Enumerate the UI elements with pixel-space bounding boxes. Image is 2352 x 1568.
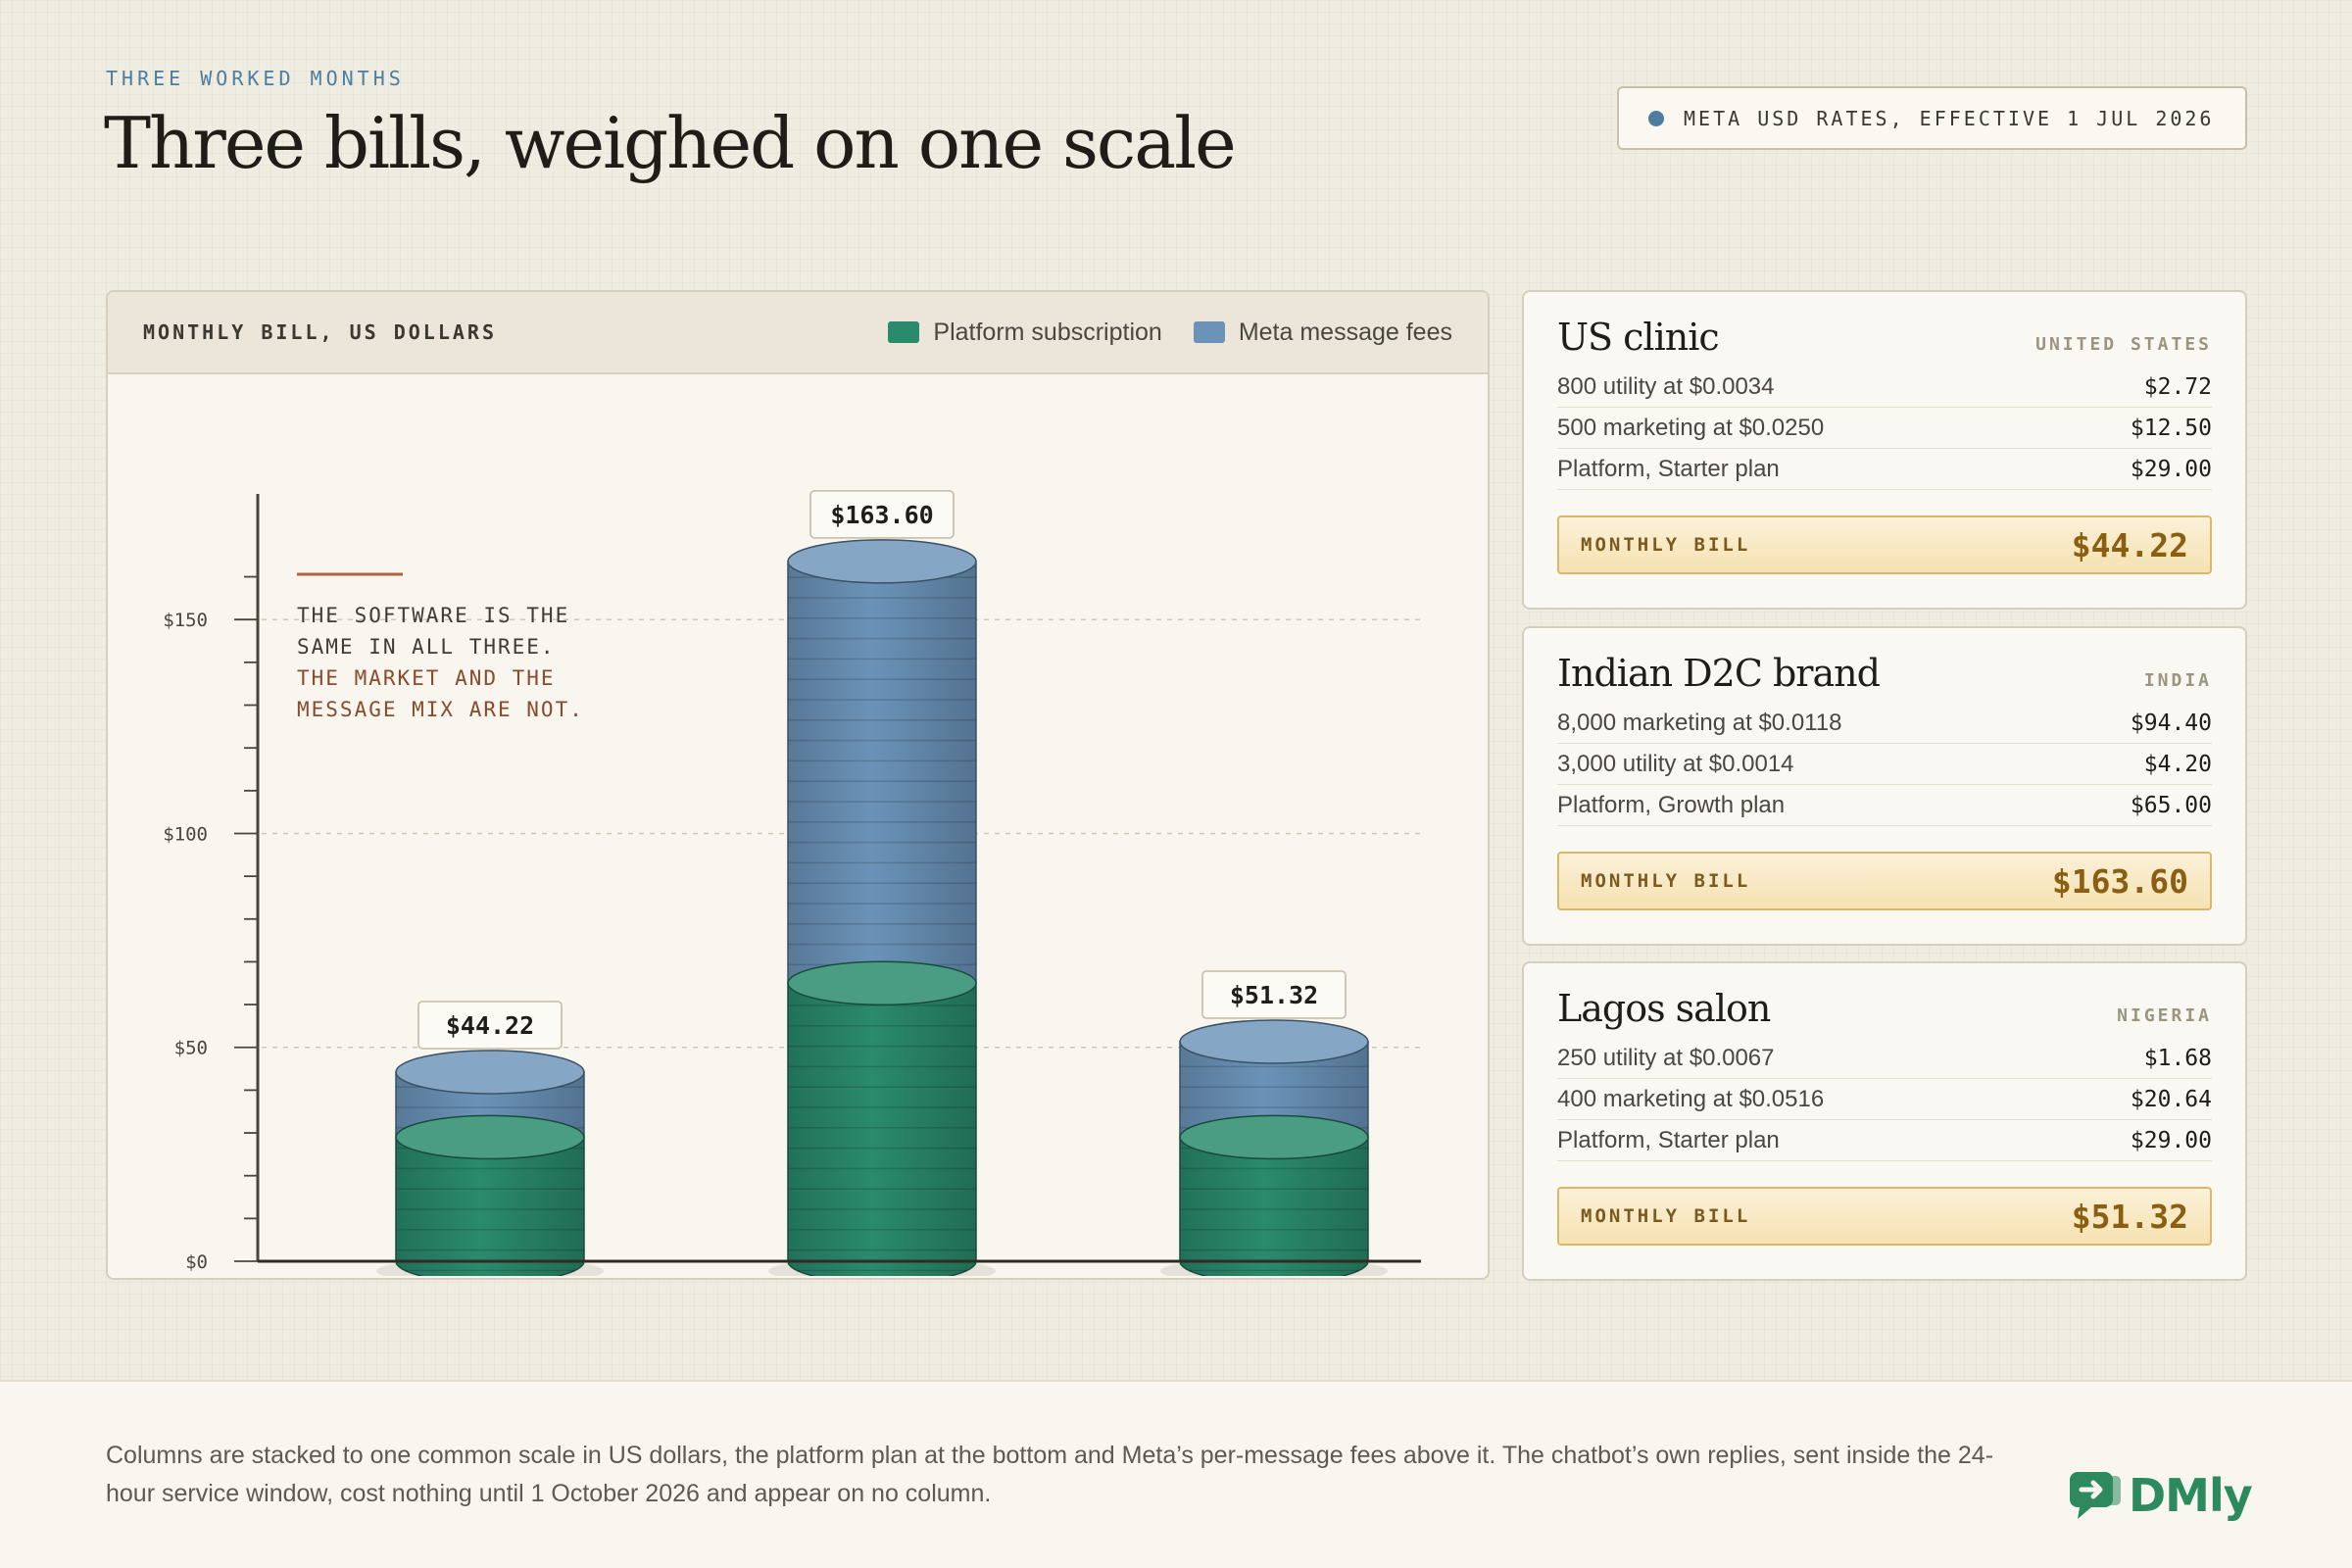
brand-logo: DMly	[2066, 1468, 2253, 1523]
y-tick-label: $150	[163, 610, 208, 631]
bill-name: Lagos salon	[1557, 987, 1771, 1030]
bill-card-header: Lagos salon NIGERIA	[1557, 987, 2212, 1030]
bar-cap	[787, 539, 977, 584]
annotation-line: MESSAGE MIX ARE NOT.	[297, 698, 584, 721]
status-dot-icon	[1648, 110, 1664, 126]
chat-bubble-icon	[2070, 1472, 2121, 1519]
total-label-box	[1201, 970, 1347, 1019]
bar-segment-seam	[787, 960, 977, 1006]
monthly-bill-total: MONTHLY BILL $44.22	[1557, 515, 2212, 574]
bill-line-item: 3,000 utility at $0.0014 $4.20	[1557, 744, 2212, 785]
bill-line-amount: $94.40	[2130, 710, 2212, 736]
bar-segment-seam	[395, 1114, 585, 1160]
bill-line-label: 250 utility at $0.0067	[1557, 1044, 1775, 1071]
bar-group-1: $44.22US clinicOPERATIONS-LED	[376, 1001, 604, 1276]
bill-line-amount: $2.72	[2143, 373, 2212, 400]
bill-line-label: 400 marketing at $0.0516	[1557, 1085, 1825, 1112]
y-tick-label: $50	[174, 1038, 208, 1059]
bill-line-amount: $20.64	[2130, 1086, 2212, 1112]
bill-line-amount: $4.20	[2143, 751, 2212, 777]
stacked-bar-chart: $0 $50 $100 $150 THE SOFTWARE IS THE SAME IN …	[163, 489, 1421, 1276]
total-label: $51.32	[1230, 981, 1318, 1009]
bill-line-item: Platform, Starter plan $29.00	[1557, 1120, 2212, 1161]
annotation-line: SAME IN ALL THREE.	[297, 635, 556, 659]
bill-line-label: Platform, Growth plan	[1557, 791, 1786, 818]
bill-line-amount: $1.68	[2143, 1045, 2212, 1071]
bill-country: NIGERIA	[2117, 1005, 2212, 1026]
page-title: Three bills, weighed on one scale	[104, 102, 1237, 184]
bill-line-item: 250 utility at $0.0067 $1.68	[1557, 1038, 2212, 1079]
chart-legend: Platform subscription Meta message fees	[857, 318, 1452, 347]
bill-line-amount: $29.00	[2130, 1127, 2212, 1153]
total-label: $163.60	[830, 501, 933, 529]
bill-card: Lagos salon NIGERIA 250 utility at $0.0067…	[1522, 961, 2247, 1281]
bill-line-item: 400 marketing at $0.0516 $20.64	[1557, 1079, 2212, 1120]
rates-badge: META USD RATES, EFFECTIVE 1 JUL 2026	[1617, 86, 2247, 150]
monthly-bill-amount: $51.32	[2071, 1197, 2188, 1236]
bill-card: Indian D2C brand INDIA 8,000 marketing at …	[1522, 626, 2247, 946]
bill-line-label: 800 utility at $0.0034	[1557, 372, 1775, 400]
bar-segment-platform-hatch	[396, 1137, 584, 1276]
monthly-bill-total: MONTHLY BILL $51.32	[1557, 1187, 2212, 1246]
page-kicker: THREE WORKED MONTHS	[106, 67, 405, 90]
rates-badge-label: META USD RATES, EFFECTIVE 1 JUL 2026	[1684, 106, 2215, 130]
bill-name: US clinic	[1557, 316, 1720, 359]
bill-line-item: 800 utility at $0.0034 $2.72	[1557, 367, 2212, 408]
monthly-bill-label: MONTHLY BILL	[1581, 870, 1751, 892]
bill-line-label: Platform, Starter plan	[1557, 1126, 1780, 1153]
legend-label-platform: Platform subscription	[933, 318, 1162, 346]
chart-header-label: MONTHLY BILL, US DOLLARS	[143, 320, 497, 344]
legend-item-meta: Meta message fees	[1193, 318, 1452, 347]
brand-name: DMly	[2129, 1469, 2253, 1522]
bill-line-item: Platform, Starter plan $29.00	[1557, 449, 2212, 490]
monthly-bill-label: MONTHLY BILL	[1581, 534, 1751, 556]
bill-line-label: 8,000 marketing at $0.0118	[1557, 709, 1842, 736]
legend-swatch-meta	[1193, 321, 1225, 343]
bill-name: Indian D2C brand	[1557, 652, 1881, 695]
bar-cap	[395, 1050, 585, 1095]
page-footer: Columns are stacked to one common scale …	[0, 1380, 2352, 1568]
total-label: $44.22	[446, 1011, 534, 1040]
bill-line-label: 500 marketing at $0.0250	[1557, 414, 1825, 441]
y-tick-label: $0	[185, 1251, 208, 1273]
bill-line-label: Platform, Starter plan	[1557, 455, 1780, 482]
bar-segment-platform-hatch	[788, 983, 976, 1276]
bill-line-amount: $12.50	[2130, 415, 2212, 441]
chart-header: MONTHLY BILL, US DOLLARS Platform subscr…	[108, 292, 1488, 374]
legend-swatch-platform	[888, 321, 920, 343]
bill-country: UNITED STATES	[2035, 334, 2212, 355]
bill-card-header: Indian D2C brand INDIA	[1557, 652, 2212, 695]
bill-country: INDIA	[2143, 670, 2212, 691]
legend-item-platform: Platform subscription	[888, 318, 1162, 347]
bar-segment-platform-hatch	[1180, 1137, 1368, 1276]
bill-line-label: 3,000 utility at $0.0014	[1557, 750, 1794, 777]
bar-group-2: $163.60Indian D2C brandCAMPAIGN-LED	[768, 489, 996, 1276]
monthly-bill-total: MONTHLY BILL $163.60	[1557, 852, 2212, 910]
monthly-bill-amount: $163.60	[2051, 861, 2188, 901]
bill-card-header: US clinic UNITED STATES	[1557, 316, 2212, 359]
bar-cap	[1179, 1019, 1369, 1064]
y-tick-label: $100	[163, 823, 208, 845]
bill-line-item: 8,000 marketing at $0.0118 $94.40	[1557, 703, 2212, 744]
monthly-bill-amount: $44.22	[2071, 525, 2188, 564]
bar-segment-seam	[1179, 1114, 1369, 1160]
annotation-line: THE MARKET AND THE	[297, 666, 556, 690]
total-label-box	[417, 1001, 563, 1050]
bar-segment-meta-hatch	[788, 561, 976, 1005]
bill-line-amount: $65.00	[2130, 792, 2212, 818]
bill-line-item: Platform, Growth plan $65.00	[1557, 785, 2212, 826]
bill-line-amount: $29.00	[2130, 456, 2212, 482]
legend-label-meta: Meta message fees	[1238, 318, 1452, 346]
bill-card: US clinic UNITED STATES 800 utility at $0.…	[1522, 290, 2247, 610]
annotation-line: THE SOFTWARE IS THE	[297, 604, 569, 627]
total-label-box	[809, 489, 955, 539]
bar-group-3: $51.32Lagos salonRETENTION-LED	[1160, 970, 1388, 1276]
chart-panel: MONTHLY BILL, US DOLLARS Platform subscr…	[106, 290, 1490, 1280]
monthly-bill-label: MONTHLY BILL	[1581, 1205, 1751, 1227]
bill-line-item: 500 marketing at $0.0250 $12.50	[1557, 408, 2212, 449]
footnote: Columns are stacked to one common scale …	[106, 1442, 1994, 1507]
